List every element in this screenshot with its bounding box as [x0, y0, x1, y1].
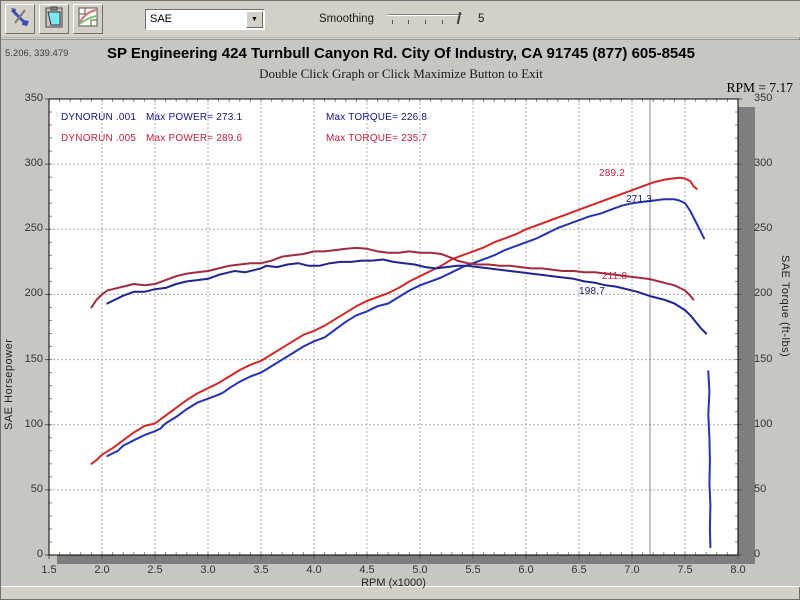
- clipboard-button[interactable]: [39, 4, 69, 34]
- y-tick-label-left: 150: [24, 352, 43, 365]
- graph-icon: [77, 6, 99, 33]
- y-tick-label-left: 200: [24, 287, 43, 300]
- legend-max-torque: Max TORQUE= 226.8: [326, 112, 428, 123]
- graph-button[interactable]: [73, 4, 103, 34]
- y-tick-label-right: 250: [754, 222, 773, 235]
- y-tick-label-right: 350: [754, 92, 773, 104]
- x-tick-label: 4.5: [359, 564, 375, 576]
- x-tick-label: 5.5: [465, 564, 481, 576]
- legend-max-power: Max POWER= 273.1: [146, 112, 243, 123]
- x-tick-label: 7.5: [677, 564, 693, 576]
- plot-area[interactable]: [1, 40, 800, 588]
- units-dropdown-value: SAE: [150, 13, 173, 25]
- y-tick-label-right: 200: [754, 287, 773, 300]
- y-tick-label-left: 50: [30, 482, 43, 495]
- axis-y-right-title: SAE Torque (ft-lbs): [779, 255, 791, 358]
- axis-x-title: RPM (x1000): [361, 577, 426, 589]
- x-tick-label: 1.5: [41, 564, 57, 576]
- y-tick-label-right: 0: [754, 548, 761, 560]
- y-tick-label-left: 250: [24, 222, 43, 235]
- dyno-chart-area[interactable]: 5.206, 339.479 SP Engineering 424 Turnbu…: [1, 39, 800, 589]
- cursor-value-label: 271.3: [626, 194, 653, 205]
- tools-button[interactable]: [5, 4, 35, 34]
- x-tick-label: 8.0: [730, 564, 746, 576]
- tools-icon: [9, 6, 31, 33]
- smoothing-label: Smoothing: [319, 13, 374, 25]
- chevron-down-icon[interactable]: ▼: [246, 10, 263, 28]
- slider-track: [387, 14, 462, 16]
- smoothing-slider[interactable]: [387, 11, 462, 27]
- coords-readout: 5.206, 339.479: [5, 48, 69, 59]
- x-tick-label: 5.0: [412, 564, 428, 576]
- x-tick-label: 6.5: [571, 564, 587, 576]
- legend-max-power: Max POWER= 289.6: [146, 133, 243, 144]
- legend-run-label: DYNORUN .005: [61, 133, 137, 144]
- clipboard-icon: [43, 6, 65, 33]
- smoothing-value: 5: [477, 13, 485, 25]
- y-tick-label-right: 50: [754, 482, 767, 495]
- y-tick-label-right: 300: [754, 157, 773, 170]
- legend-run-label: DYNORUN .001: [61, 112, 137, 123]
- y-tick-label-right: 150: [754, 352, 773, 365]
- axis-y-left-title: SAE Horsepower: [3, 338, 15, 430]
- y-tick-label-left: 300: [24, 157, 43, 170]
- x-tick-label: 3.5: [253, 564, 269, 576]
- cursor-value-label: 198.7: [579, 286, 606, 297]
- y-tick-label-left: 0: [36, 548, 43, 560]
- y-tick-label-left: 350: [24, 92, 43, 104]
- legend-max-torque: Max TORQUE= 235.7: [326, 133, 428, 144]
- toolbar: SAE ▼ Smoothing 5: [1, 1, 800, 38]
- slider-tick: [441, 20, 443, 24]
- chart-title: SP Engineering 424 Turnbull Canyon Rd. C…: [107, 45, 695, 62]
- x-tick-label: 2.0: [94, 564, 110, 576]
- x-tick-label: 7.0: [624, 564, 640, 576]
- x-tick-label: 4.0: [306, 564, 322, 576]
- slider-tick: [424, 20, 426, 24]
- x-tick-label: 6.0: [518, 564, 534, 576]
- slider-tick: [391, 20, 393, 24]
- y-tick-label-right: 100: [754, 417, 773, 430]
- slider-tick: [407, 20, 409, 24]
- rpm-readout: RPM = 7.17: [726, 80, 793, 95]
- y-tick-label-left: 100: [24, 417, 43, 430]
- cursor-value-label: 211.8: [602, 271, 628, 282]
- cursor-value-label: 289.2: [599, 168, 626, 179]
- x-tick-label: 3.0: [200, 564, 216, 576]
- x-tick-label: 2.5: [147, 564, 163, 576]
- units-dropdown[interactable]: SAE ▼: [145, 8, 265, 30]
- chart-subtitle: Double Click Graph or Click Maximize But…: [259, 66, 543, 81]
